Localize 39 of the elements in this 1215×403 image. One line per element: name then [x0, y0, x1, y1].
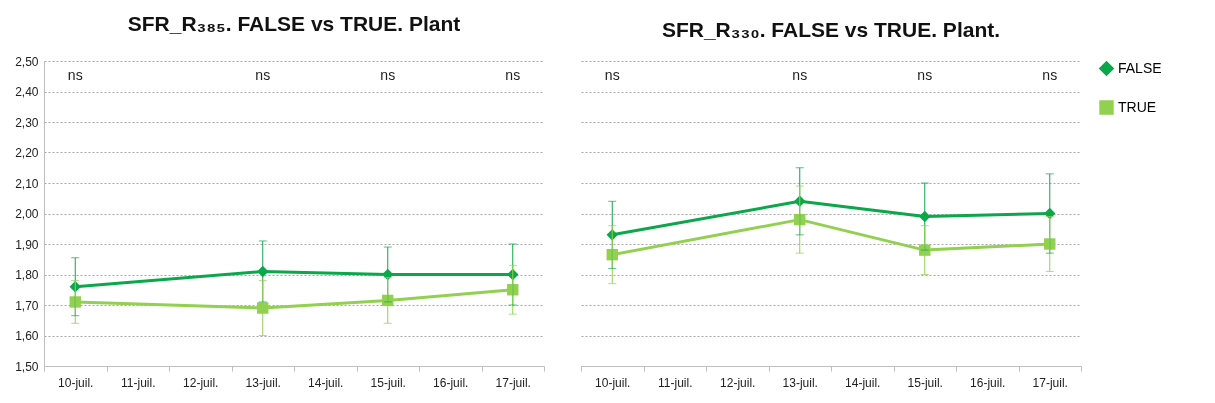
x-tick-label: 10-juil. [595, 375, 631, 390]
annotation: ns [917, 67, 933, 84]
y-tick-label: 2,00 [15, 207, 39, 221]
y-tick-label: 1,90 [15, 237, 39, 252]
x-tick-label: 11-juil. [658, 375, 693, 390]
y-tick-label: 2,30 [15, 115, 39, 130]
x-tick-label: 16-juil. [433, 375, 469, 390]
chart-title: SFR_R₃₈₅. FALSE vs TRUE. Plant [127, 12, 461, 35]
y-tick-label: 1,80 [15, 268, 39, 282]
chart-title: SFR_R₃₃₀. FALSE vs TRUE. Plant. [661, 18, 1001, 41]
annotation: ns [792, 67, 808, 84]
legend-label: TRUE [1118, 98, 1157, 115]
x-tick-label: 14-juil. [308, 375, 344, 390]
annotation: ns [67, 67, 83, 84]
x-tick-label: 11-juil. [121, 375, 156, 390]
legend-label: FALSE [1118, 59, 1162, 76]
x-tick-label: 10-juil. [58, 375, 94, 390]
x-tick-label: 13-juil. [782, 375, 818, 390]
x-tick-label: 13-juil. [245, 375, 281, 390]
y-tick-label: 2,40 [15, 85, 39, 99]
x-tick-label: 17-juil. [495, 375, 531, 390]
annotation: ns [505, 67, 521, 84]
y-tick-label: 1,50 [15, 359, 39, 374]
y-tick-label: 2,50 [15, 54, 39, 69]
y-tick-label: 2,10 [15, 176, 39, 191]
x-tick-label: 16-juil. [970, 375, 1006, 390]
x-tick-label: 15-juil. [370, 375, 406, 390]
y-tick-label: 1,70 [15, 298, 39, 313]
x-tick-label: 12-juil. [720, 375, 756, 390]
x-tick-label: 17-juil. [1032, 375, 1068, 390]
y-tick-label: 2,20 [15, 146, 39, 160]
x-tick-label: 15-juil. [907, 375, 943, 390]
annotation: ns [255, 67, 271, 84]
x-tick-label: 12-juil. [183, 375, 219, 390]
y-tick-label: 1,60 [15, 329, 39, 343]
annotation: ns [1042, 67, 1058, 84]
annotation: ns [380, 67, 396, 84]
x-tick-label: 14-juil. [845, 375, 881, 390]
annotation: ns [604, 67, 620, 84]
